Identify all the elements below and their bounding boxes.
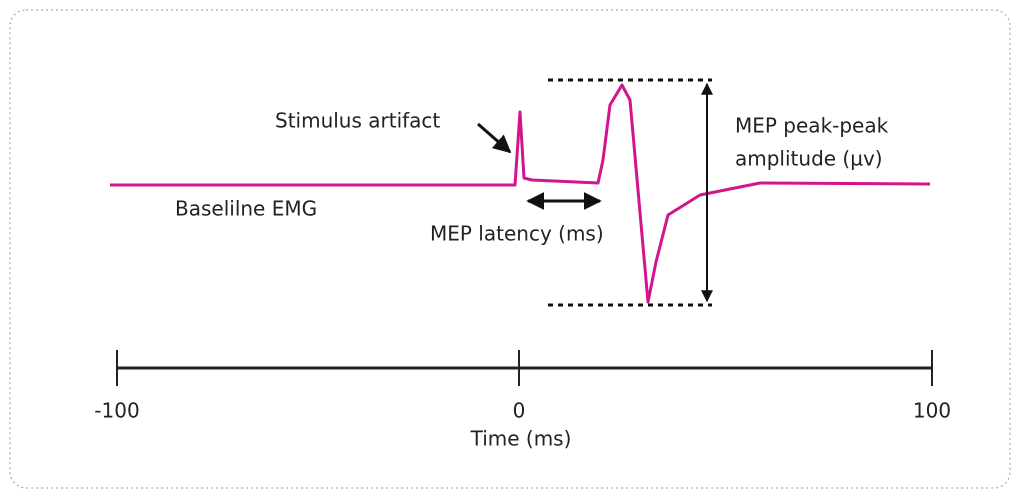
baseline-label: Baselilne EMG	[175, 197, 317, 221]
emg-trace	[110, 83, 931, 304]
tick-label: 100	[913, 399, 951, 423]
tick-label: -100	[94, 399, 139, 423]
tick-label: 0	[513, 399, 526, 423]
amplitude-label: amplitude (µv)	[735, 147, 883, 171]
stimulus-label: Stimulus artifact	[275, 109, 440, 133]
frame	[9, 9, 1011, 489]
stimulus-arrow	[477, 122, 512, 154]
axis-label: Time (ms)	[470, 427, 572, 451]
amplitude-label: MEP peak-peak	[735, 114, 889, 138]
latency-label: MEP latency (ms)	[430, 222, 604, 246]
